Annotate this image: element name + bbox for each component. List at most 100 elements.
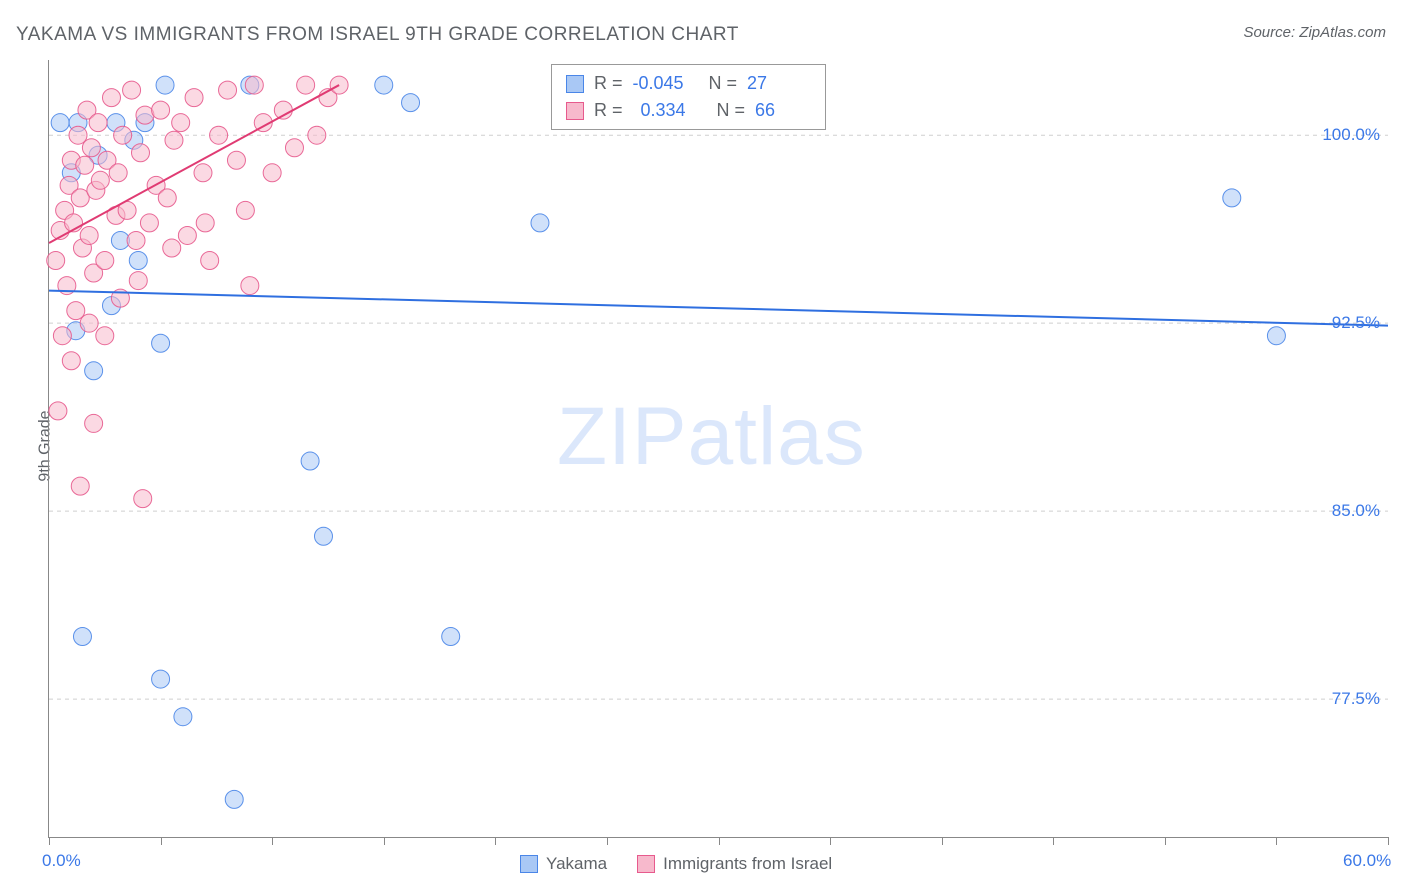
scatter-point-israel	[245, 76, 263, 94]
chart-title: YAKAMA VS IMMIGRANTS FROM ISRAEL 9TH GRA…	[16, 24, 739, 46]
scatter-point-israel	[114, 126, 132, 144]
scatter-point-israel	[49, 402, 67, 420]
scatter-point-israel	[236, 201, 254, 219]
scatter-point-israel	[85, 414, 103, 432]
scatter-point-israel	[263, 164, 281, 182]
scatter-point-yakama	[174, 708, 192, 726]
scatter-point-israel	[76, 156, 94, 174]
scatter-point-yakama	[1223, 189, 1241, 207]
x-tick	[495, 837, 496, 845]
legend-item-israel: Immigrants from Israel	[637, 854, 832, 874]
y-tick-label: 100.0%	[1322, 125, 1380, 145]
scatter-point-yakama	[152, 334, 170, 352]
plot-area: ZIPatlas R = -0.045 N = 27 R = 0.334 N =…	[48, 60, 1388, 838]
x-tick	[719, 837, 720, 845]
scatter-point-israel	[123, 81, 141, 99]
stats-row-israel: R = 0.334 N = 66	[566, 100, 811, 121]
scatter-point-israel	[185, 89, 203, 107]
scatter-point-israel	[285, 139, 303, 157]
y-tick-label: 85.0%	[1332, 501, 1380, 521]
scatter-point-yakama	[314, 527, 332, 545]
legend-label-israel: Immigrants from Israel	[663, 854, 832, 874]
x-tick	[272, 837, 273, 845]
x-tick	[942, 837, 943, 845]
scatter-point-israel	[194, 164, 212, 182]
source-label: Source: ZipAtlas.com	[1243, 24, 1386, 41]
scatter-point-yakama	[73, 627, 91, 645]
scatter-point-israel	[89, 114, 107, 132]
swatch-yakama	[566, 75, 584, 93]
scatter-point-israel	[102, 89, 120, 107]
r-value-israel: 0.334	[633, 100, 697, 121]
scatter-point-israel	[47, 252, 65, 270]
x-tick	[384, 837, 385, 845]
legend-bottom: Yakama Immigrants from Israel	[520, 854, 832, 874]
scatter-point-israel	[201, 252, 219, 270]
scatter-point-israel	[82, 139, 100, 157]
n-label-1: N =	[709, 73, 738, 94]
legend-item-yakama: Yakama	[520, 854, 607, 874]
scatter-point-israel	[134, 490, 152, 508]
legend-swatch-yakama	[520, 855, 538, 873]
scatter-point-israel	[91, 171, 109, 189]
trend-line-yakama	[49, 291, 1388, 326]
scatter-point-yakama	[156, 76, 174, 94]
x-axis-label-min: 0.0%	[42, 851, 81, 871]
scatter-point-israel	[330, 76, 348, 94]
r-label-1: R =	[594, 73, 623, 94]
scatter-point-israel	[80, 226, 98, 244]
n-value-israel: 66	[755, 100, 811, 121]
swatch-israel	[566, 102, 584, 120]
scatter-point-israel	[96, 327, 114, 345]
scatter-point-yakama	[129, 252, 147, 270]
scatter-point-israel	[196, 214, 214, 232]
scatter-point-yakama	[225, 790, 243, 808]
scatter-point-yakama	[51, 114, 69, 132]
scatter-point-israel	[219, 81, 237, 99]
x-tick	[830, 837, 831, 845]
scatter-point-israel	[165, 131, 183, 149]
plot-svg	[49, 60, 1388, 837]
scatter-point-israel	[163, 239, 181, 257]
scatter-point-yakama	[531, 214, 549, 232]
scatter-point-israel	[129, 272, 147, 290]
scatter-point-yakama	[1267, 327, 1285, 345]
legend-swatch-israel	[637, 855, 655, 873]
x-tick	[1165, 837, 1166, 845]
x-tick	[1388, 837, 1389, 845]
scatter-point-israel	[297, 76, 315, 94]
x-tick	[1276, 837, 1277, 845]
scatter-point-israel	[96, 252, 114, 270]
scatter-point-israel	[140, 214, 158, 232]
scatter-point-israel	[227, 151, 245, 169]
scatter-point-israel	[127, 231, 145, 249]
x-axis-label-max: 60.0%	[1343, 851, 1391, 871]
x-tick	[161, 837, 162, 845]
stats-row-yakama: R = -0.045 N = 27	[566, 73, 811, 94]
scatter-point-yakama	[375, 76, 393, 94]
scatter-point-israel	[71, 477, 89, 495]
scatter-point-israel	[158, 189, 176, 207]
y-tick-label: 77.5%	[1332, 689, 1380, 709]
scatter-point-israel	[53, 327, 71, 345]
scatter-point-israel	[178, 226, 196, 244]
scatter-point-israel	[80, 314, 98, 332]
y-tick-label: 92.5%	[1332, 313, 1380, 333]
scatter-point-israel	[210, 126, 228, 144]
scatter-point-israel	[172, 114, 190, 132]
r-value-yakama: -0.045	[633, 73, 689, 94]
x-tick	[1053, 837, 1054, 845]
x-tick	[607, 837, 608, 845]
scatter-point-israel	[152, 101, 170, 119]
r-label-2: R =	[594, 100, 623, 121]
scatter-point-israel	[308, 126, 326, 144]
scatter-point-yakama	[301, 452, 319, 470]
legend-label-yakama: Yakama	[546, 854, 607, 874]
x-tick	[49, 837, 50, 845]
scatter-point-yakama	[85, 362, 103, 380]
n-value-yakama: 27	[747, 73, 803, 94]
stats-legend-box: R = -0.045 N = 27 R = 0.334 N = 66	[551, 64, 826, 130]
scatter-point-israel	[241, 277, 259, 295]
scatter-point-israel	[109, 164, 127, 182]
scatter-point-yakama	[402, 94, 420, 112]
